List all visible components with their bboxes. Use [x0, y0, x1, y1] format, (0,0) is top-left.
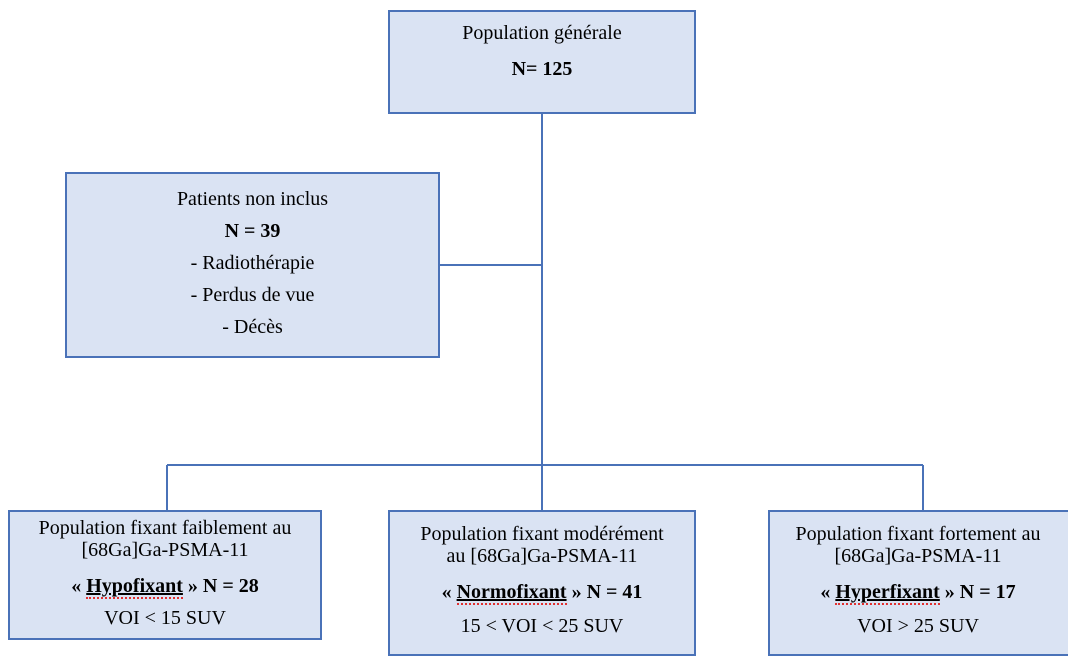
exclusion-item: - Radiothérapie: [190, 252, 315, 274]
node-criterion: VOI > 25 SUV: [857, 615, 979, 637]
node-count: N = 39: [224, 220, 281, 242]
exclusion-item: - Décès: [222, 316, 283, 338]
node-criterion: VOI < 15 SUV: [104, 607, 226, 629]
node-count: N = 41: [586, 581, 643, 603]
quote: «: [71, 575, 82, 597]
quote: «: [820, 581, 831, 603]
group-tag: Hypofixant: [86, 575, 183, 599]
node-group: « Normofixant » N = 41: [441, 581, 643, 615]
node-title: Patients non inclus: [176, 188, 329, 210]
node-title: Population fixant faiblement au: [38, 517, 292, 539]
node-group: « Hypofixant » N = 28: [71, 575, 259, 607]
node-title: Population générale: [462, 22, 622, 44]
group-tag: Normofixant: [456, 581, 567, 605]
node-general: Population générale N= 125: [388, 10, 696, 114]
quote: »: [571, 581, 582, 603]
node-tracer: [68Ga]Ga-PSMA-11: [834, 545, 1002, 567]
node-tracer: au [68Ga]Ga-PSMA-11: [446, 545, 638, 567]
quote: »: [187, 575, 198, 597]
group-tag: Hyperfixant: [835, 581, 940, 605]
node-count: N= 125: [511, 58, 573, 80]
quote: »: [944, 581, 955, 603]
node-tracer: [68Ga]Ga-PSMA-11: [81, 539, 249, 561]
node-normo: Population fixant modérément au [68Ga]Ga…: [388, 510, 696, 656]
exclusion-item: - Perdus de vue: [190, 284, 315, 306]
node-excluded: Patients non inclus N = 39 - Radiothérap…: [65, 172, 440, 358]
node-count: N = 17: [959, 581, 1016, 603]
node-title: Population fixant modérément: [420, 523, 664, 545]
node-title: Population fixant fortement au: [795, 523, 1041, 545]
node-criterion: 15 < VOI < 25 SUV: [460, 615, 624, 637]
node-hyper: Population fixant fortement au [68Ga]Ga-…: [768, 510, 1068, 656]
node-group: « Hyperfixant » N = 17: [820, 581, 1016, 615]
node-hypo: Population fixant faiblement au [68Ga]Ga…: [8, 510, 322, 640]
node-count: N = 28: [202, 575, 259, 597]
quote: «: [441, 581, 452, 603]
